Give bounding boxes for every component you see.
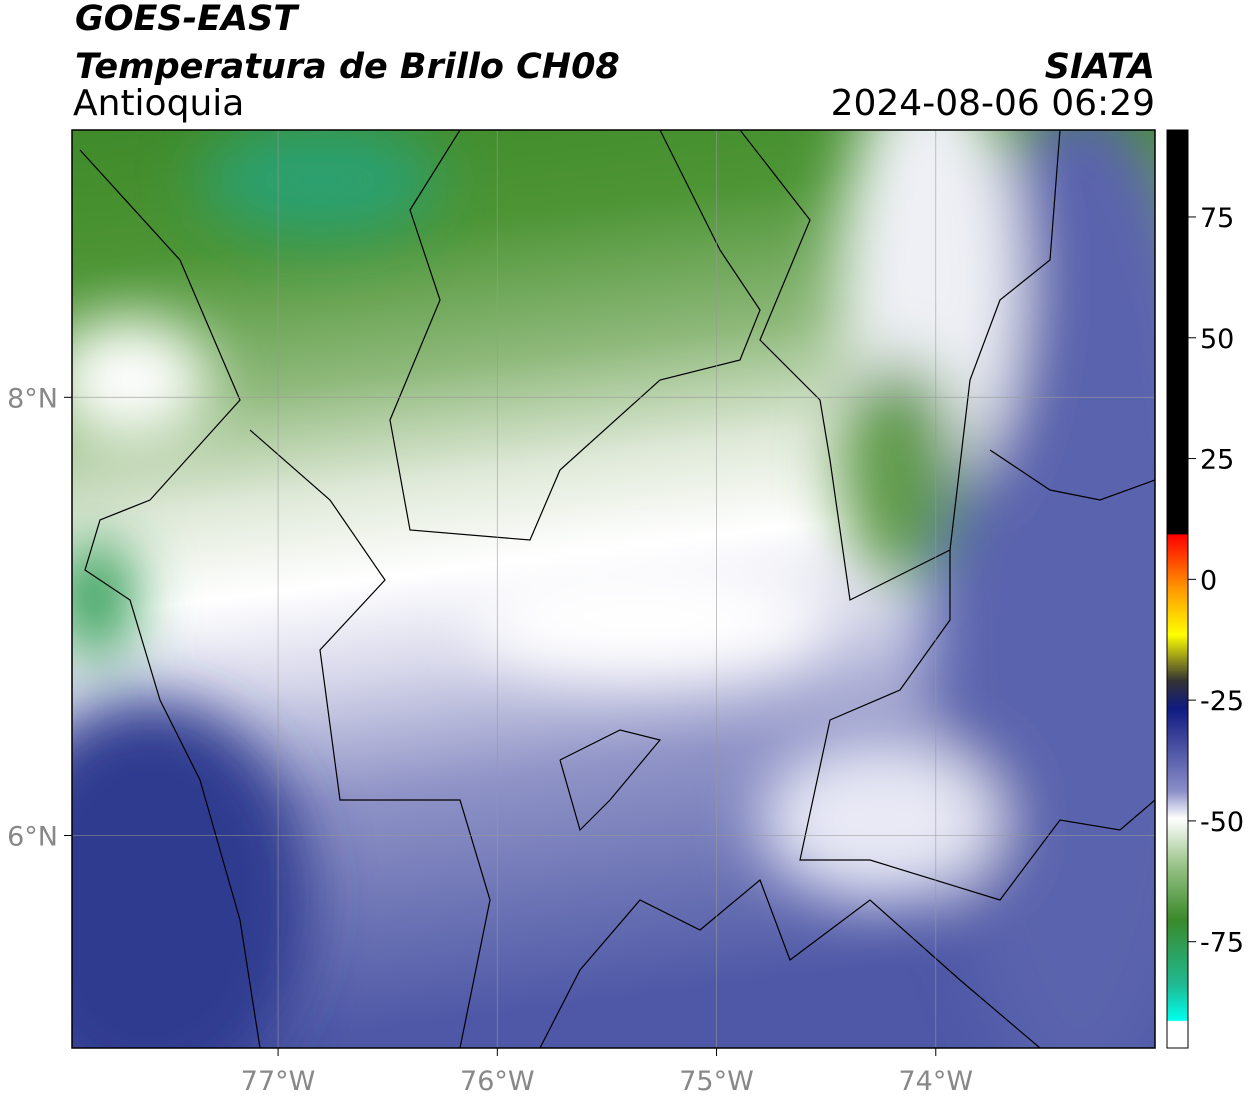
x-tick-label: 76°W — [460, 1066, 535, 1097]
colorbar-tick-label: 0 — [1200, 565, 1217, 596]
subtitle: Temperatura de Brillo CH08 — [75, 47, 620, 87]
region: Antioquia — [73, 83, 244, 124]
x-tick-label: 77°W — [241, 1066, 316, 1097]
colorbar-tick-label: -25 — [1200, 686, 1244, 717]
source: SIATA — [1045, 47, 1155, 87]
colorbar-tick-label: -75 — [1200, 928, 1244, 959]
colorbar — [1166, 129, 1189, 1049]
y-tick-label: 8°N — [7, 383, 58, 414]
x-tick-label: 75°W — [679, 1066, 754, 1097]
map-frame — [71, 129, 1156, 1049]
x-tick-label: 74°W — [898, 1066, 973, 1097]
map — [72, 130, 1155, 1048]
colorbar-tick-label: 75 — [1200, 203, 1234, 234]
title: GOES-EAST — [75, 0, 300, 39]
colorbar-tick-label: 50 — [1200, 324, 1234, 355]
y-tick-label: 6°N — [7, 821, 58, 852]
datetime: 2024-08-06 06:29 — [831, 83, 1155, 124]
colorbar-tick-label: -50 — [1200, 807, 1244, 838]
colorbar-tick-label: 25 — [1200, 445, 1234, 476]
